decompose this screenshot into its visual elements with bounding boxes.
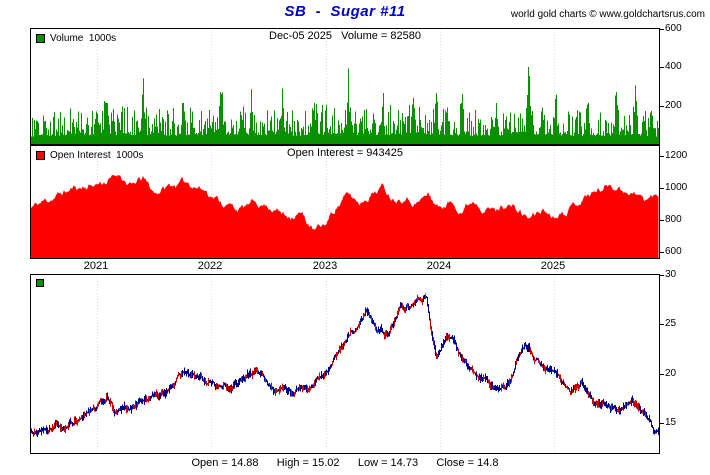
volume-legend-swatch-icon xyxy=(36,34,45,43)
price-panel xyxy=(30,274,660,454)
x-axis-year-label: 2024 xyxy=(426,260,452,272)
y-axis-tick xyxy=(660,324,664,325)
pr-plot xyxy=(31,275,659,453)
vol-plot xyxy=(31,29,659,144)
y-axis-tick xyxy=(660,423,664,424)
y-axis-label: 600 xyxy=(665,23,682,34)
x-axis-year-label: 2025 xyxy=(540,260,566,272)
ohlc-footer-text: Open = 14.88 High = 15.02 Low = 14.73 Cl… xyxy=(191,457,499,469)
y-axis-label: 15 xyxy=(665,417,677,428)
y-axis-tick xyxy=(660,220,664,221)
open-interest-header-text: Open Interest = 943425 xyxy=(287,147,403,159)
open-interest-legend-swatch-icon xyxy=(36,151,45,160)
open-interest-legend-label: Open Interest 1000s xyxy=(50,150,144,161)
y-axis-tick xyxy=(660,67,664,68)
open-interest-panel: Open Interest 1000s Open Interest = 9434… xyxy=(30,145,660,259)
y-axis-label: 200 xyxy=(665,100,682,111)
y-axis-label: 1000 xyxy=(665,182,688,193)
y-axis-tick xyxy=(660,374,664,375)
y-axis-label: 400 xyxy=(665,61,682,72)
y-axis-label: 20 xyxy=(665,368,677,379)
y-axis-tick xyxy=(660,252,664,253)
y-axis-tick xyxy=(660,275,664,276)
y-axis-label: 800 xyxy=(665,214,682,225)
volume-legend-label: Volume 1000s xyxy=(50,33,117,44)
y-axis-tick xyxy=(660,106,664,107)
volume-panel: Volume 1000s Dec-05 2025 Volume = 82580 xyxy=(30,28,660,145)
x-axis-year-label: 2021 xyxy=(83,260,109,272)
y-axis-label: 1200 xyxy=(665,150,688,161)
chart-title: SB - Sugar #11 xyxy=(284,3,406,20)
y-axis-tick xyxy=(660,156,664,157)
volume-header-text: Dec-05 2025 Volume = 82580 xyxy=(269,30,421,42)
x-axis-year-label: 2022 xyxy=(197,260,223,272)
oi-plot xyxy=(31,146,659,258)
price-legend xyxy=(36,279,44,287)
volume-legend: Volume 1000s xyxy=(36,33,116,44)
y-axis-label: 600 xyxy=(665,246,682,257)
credit-text: world gold charts © www.goldchartsrus.co… xyxy=(510,9,705,20)
y-axis-tick xyxy=(660,188,664,189)
x-axis-year-label: 2023 xyxy=(312,260,338,272)
y-axis-label: 25 xyxy=(665,318,677,329)
y-axis-tick xyxy=(660,29,664,30)
open-interest-legend: Open Interest 1000s xyxy=(36,150,143,161)
y-axis-label: 30 xyxy=(665,269,677,280)
price-legend-swatch-icon xyxy=(36,279,44,287)
